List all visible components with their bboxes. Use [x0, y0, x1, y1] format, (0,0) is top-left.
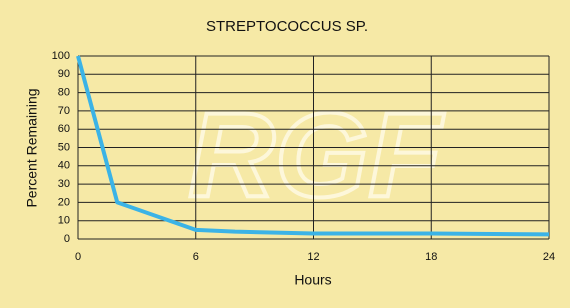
- y-tick-label: 60: [58, 123, 70, 135]
- x-tick-label: 12: [307, 251, 319, 263]
- x-tick-label: 24: [543, 251, 555, 263]
- y-tick-label: 40: [58, 160, 70, 172]
- y-tick-label: 10: [58, 215, 70, 227]
- y-tick-label: 100: [52, 50, 70, 62]
- y-tick-label: 90: [58, 68, 70, 80]
- y-axis-label: Percent Remaining: [24, 88, 40, 207]
- x-axis-label: Hours: [294, 272, 331, 288]
- chart-title: STREPTOCOCCUS SP.: [206, 18, 368, 35]
- x-tick-label: 18: [425, 251, 437, 263]
- y-tick-label: 50: [58, 141, 70, 153]
- y-tick-label: 0: [64, 233, 70, 245]
- y-tick-label: 70: [58, 105, 70, 117]
- y-tick-label: 30: [58, 178, 70, 190]
- y-tick-label: 80: [58, 87, 70, 99]
- y-tick-label: 20: [58, 196, 70, 208]
- watermark: RGF: [188, 89, 444, 223]
- data-line: [76, 55, 550, 237]
- x-tick-label: 0: [75, 251, 81, 263]
- x-tick-label: 6: [193, 251, 199, 263]
